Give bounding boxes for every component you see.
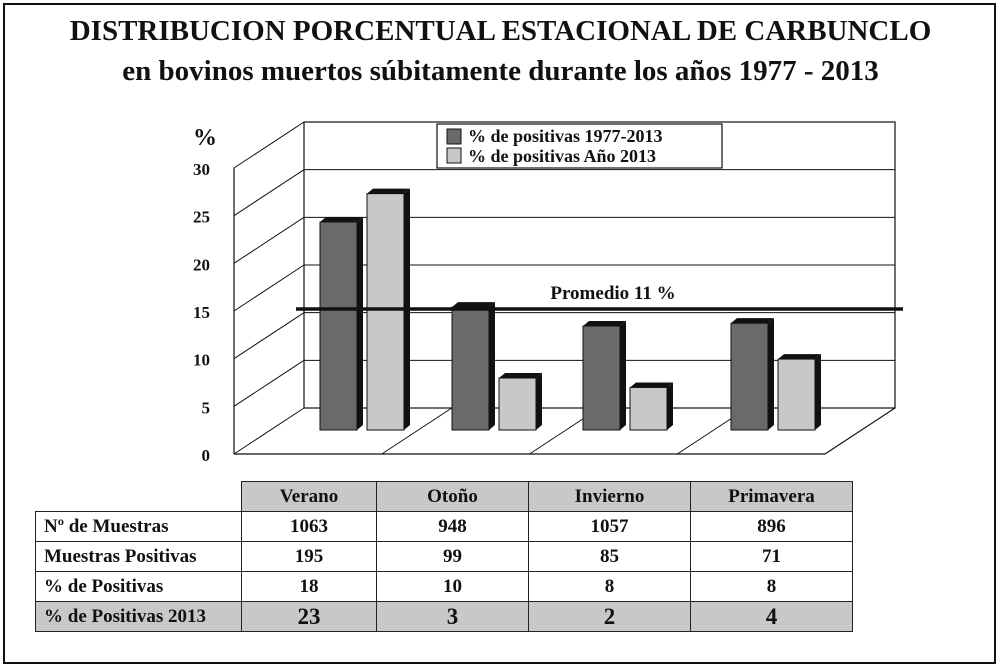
- y-tick-label: 30: [193, 160, 210, 179]
- table-cell: 10: [376, 571, 529, 602]
- bar: [629, 382, 673, 431]
- row-label: % de Positivas: [35, 571, 242, 602]
- table-cell: 195: [241, 541, 377, 572]
- bar-top: [367, 188, 410, 194]
- side-gridline: [233, 407, 305, 455]
- table-row: Nº de Muestras 1063 948 1057 896: [35, 511, 853, 542]
- side-gridline: [233, 359, 305, 407]
- y-tick-label: 5: [202, 398, 211, 417]
- y-tick-label: 25: [193, 208, 210, 227]
- table-cell: 2: [528, 601, 691, 632]
- legend-swatch: [446, 147, 462, 164]
- y-tick-label: 15: [193, 303, 210, 322]
- bar-front: [629, 386, 668, 431]
- row-label: Nº de Muestras: [35, 511, 242, 542]
- bar-top: [320, 217, 363, 222]
- side-gridline: [233, 216, 305, 264]
- floor-divider: [381, 407, 453, 455]
- table-cell: 1063: [241, 511, 377, 542]
- table-cell: 8: [528, 571, 691, 602]
- bar: [366, 188, 410, 431]
- data-table: Verano Otoño Invierno Primavera Nº de Mu…: [35, 481, 853, 632]
- table-cell: 3: [376, 601, 529, 632]
- bar-top: [499, 373, 542, 378]
- bar-side: [667, 382, 673, 430]
- y-tick-label: 20: [193, 255, 210, 274]
- table-row: Muestras Positivas 195 99 85 71: [35, 541, 853, 572]
- table-cell: 23: [241, 601, 377, 632]
- bar-side: [489, 302, 495, 430]
- y-axis: 0 5 10 15 20 25 30%: [193, 125, 217, 465]
- bar: [319, 217, 363, 431]
- chart-subtitle: en bovinos muertos súbitamente durante l…: [122, 55, 879, 87]
- table-row: % de Positivas 2013 23 3 2 4: [35, 601, 853, 632]
- table-cell: 18: [241, 571, 377, 602]
- average-line-label: Promedio 11 %: [550, 283, 675, 304]
- bar-top: [630, 382, 673, 388]
- table-cell: 85: [528, 541, 691, 572]
- bar-side: [768, 318, 774, 430]
- side-gridline: [233, 312, 305, 360]
- table-cell: 4: [690, 601, 853, 632]
- bar-side: [536, 373, 542, 430]
- bar-top: [778, 354, 821, 360]
- table-cell: 8: [690, 571, 853, 602]
- bar: [777, 354, 821, 431]
- y-axis-label: %: [193, 125, 217, 151]
- table-header-row: Verano Otoño Invierno Primavera: [35, 481, 853, 512]
- bar-top: [452, 302, 495, 308]
- row-label: Muestras Positivas: [35, 541, 242, 572]
- side-gridline: [233, 169, 305, 217]
- y-tick-label: 10: [193, 351, 210, 370]
- chart-title: DISTRIBUCION PORCENTUAL ESTACIONAL DE CA…: [69, 15, 932, 47]
- legend: % de positivas 1977-2013% de positivas A…: [436, 123, 723, 169]
- bar: [451, 302, 495, 431]
- bar: [730, 318, 774, 431]
- table-corner: [35, 481, 242, 512]
- bar-front: [498, 377, 537, 431]
- side-gridline: [233, 121, 305, 169]
- bar-top: [583, 321, 626, 326]
- bar: [582, 321, 626, 431]
- bar-front: [582, 325, 621, 431]
- table-cell: 948: [376, 511, 529, 542]
- col-header-invierno: Invierno: [528, 481, 691, 512]
- bar: [498, 373, 542, 431]
- bar-front: [451, 306, 490, 431]
- row-label: % de Positivas 2013: [35, 601, 242, 632]
- col-header-otono: Otoño: [376, 481, 529, 512]
- bar-side: [357, 217, 363, 430]
- col-header-primavera: Primavera: [690, 481, 853, 512]
- bar-front: [730, 322, 769, 431]
- table-row: % de Positivas 18 10 8 8: [35, 571, 853, 602]
- legend-box: [436, 123, 723, 169]
- bar-side: [815, 354, 821, 430]
- col-header-verano: Verano: [241, 481, 377, 512]
- average-line-group: Promedio 11 %: [296, 283, 903, 311]
- legend-swatch: [446, 128, 462, 145]
- table-cell: 1057: [528, 511, 691, 542]
- bar-side: [620, 321, 626, 430]
- table-cell: 71: [690, 541, 853, 572]
- bar-top: [731, 318, 774, 324]
- floor-right-edge: [824, 407, 896, 455]
- bar-front: [366, 193, 405, 431]
- table-cell: 99: [376, 541, 529, 572]
- bars: [319, 188, 821, 431]
- legend-label: % de positivas 1977-2013: [468, 126, 663, 146]
- side-gridline: [233, 264, 305, 312]
- bar-front: [319, 221, 358, 431]
- bar-chart: 0 5 10 15 20 25 30% Promedio 11 % % de positiv…: [193, 121, 903, 465]
- bar-front: [777, 358, 816, 431]
- y-tick-label: 0: [202, 446, 211, 465]
- table-cell: 896: [690, 511, 853, 542]
- legend-label: % de positivas Año 2013: [468, 146, 656, 166]
